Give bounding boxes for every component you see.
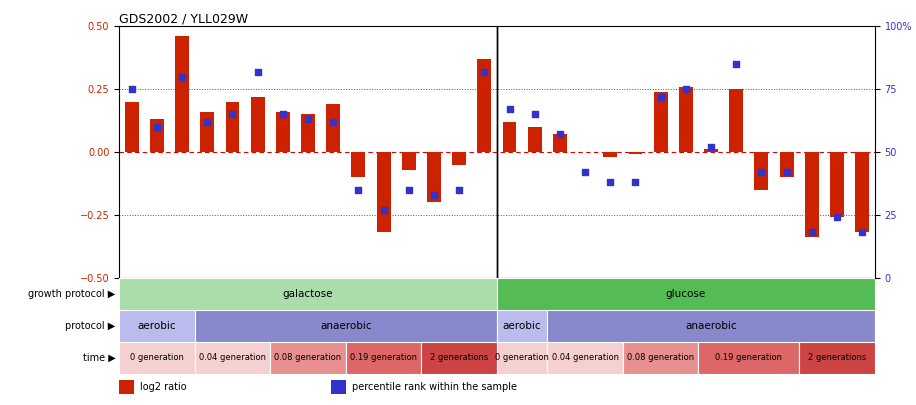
Point [376,207,391,213]
Bar [119,277,496,309]
Bar [679,87,692,152]
Point [477,68,492,75]
Point [679,86,693,92]
Point [830,214,845,221]
Bar [402,152,416,170]
Point [326,119,341,125]
Text: aerobic: aerobic [503,321,541,330]
Bar [604,152,617,157]
Text: anaerobic: anaerobic [685,321,736,330]
Bar [345,341,421,373]
Bar [150,119,164,152]
Bar [119,380,134,394]
Bar [496,277,875,309]
Bar [547,309,875,341]
Bar [376,152,390,232]
Point [225,111,240,117]
Bar [119,309,194,341]
Bar [251,97,265,152]
Text: 2 generations: 2 generations [430,353,488,362]
Text: 2 generations: 2 generations [808,353,867,362]
Bar [427,152,441,202]
Bar [780,152,793,177]
Point [703,144,718,150]
Bar [503,122,517,152]
Bar [805,152,819,237]
Bar [276,112,289,152]
Point [125,86,139,92]
Text: galactose: galactose [283,289,333,298]
Point [603,179,617,185]
Point [427,192,442,198]
Point [729,61,744,67]
Bar [421,341,496,373]
Text: 0.08 generation: 0.08 generation [275,353,342,362]
Point [653,94,668,100]
Bar [352,152,365,177]
Bar [270,341,346,373]
Point [780,169,794,175]
Bar [331,380,346,394]
Point [452,186,466,193]
Text: 0.08 generation: 0.08 generation [627,353,694,362]
Bar [496,341,547,373]
Text: 0.19 generation: 0.19 generation [715,353,782,362]
Bar [119,341,194,373]
Text: 0 generation: 0 generation [496,353,549,362]
Point [276,111,290,117]
Text: protocol ▶: protocol ▶ [65,321,115,330]
Bar [654,92,668,152]
Bar [623,341,698,373]
Bar [547,341,623,373]
Point [250,68,265,75]
Point [149,124,164,130]
Bar [496,309,547,341]
Bar [225,102,239,152]
Text: GDS2002 / YLL029W: GDS2002 / YLL029W [119,12,248,25]
Bar [553,134,567,152]
Text: 0.04 generation: 0.04 generation [199,353,266,362]
Bar [326,104,340,152]
Text: glucose: glucose [666,289,706,298]
Point [200,119,214,125]
Bar [301,114,315,152]
Text: 0.04 generation: 0.04 generation [551,353,618,362]
Bar [201,112,214,152]
Point [855,229,869,236]
Text: growth protocol ▶: growth protocol ▶ [28,289,115,298]
Point [578,169,593,175]
Bar [698,341,799,373]
Text: 0.19 generation: 0.19 generation [350,353,417,362]
Point [804,229,819,236]
Bar [704,149,718,152]
Bar [755,152,769,190]
Text: aerobic: aerobic [137,321,176,330]
Bar [628,152,642,154]
Text: anaerobic: anaerobic [320,321,372,330]
Bar [830,152,844,217]
Text: percentile rank within the sample: percentile rank within the sample [352,382,517,392]
Point [754,169,769,175]
Text: time ▶: time ▶ [82,352,115,362]
Text: log2 ratio: log2 ratio [140,382,187,392]
Text: 0 generation: 0 generation [130,353,184,362]
Point [351,186,365,193]
Point [552,131,567,138]
Bar [125,102,138,152]
Bar [194,341,270,373]
Point [300,116,315,123]
Point [628,179,643,185]
Bar [194,309,496,341]
Bar [453,152,466,164]
Bar [729,89,743,152]
Point [502,106,517,113]
Point [528,111,542,117]
Bar [175,36,189,152]
Bar [477,59,491,152]
Bar [799,341,875,373]
Bar [528,127,541,152]
Point [401,186,416,193]
Point [175,73,190,80]
Bar [856,152,869,232]
